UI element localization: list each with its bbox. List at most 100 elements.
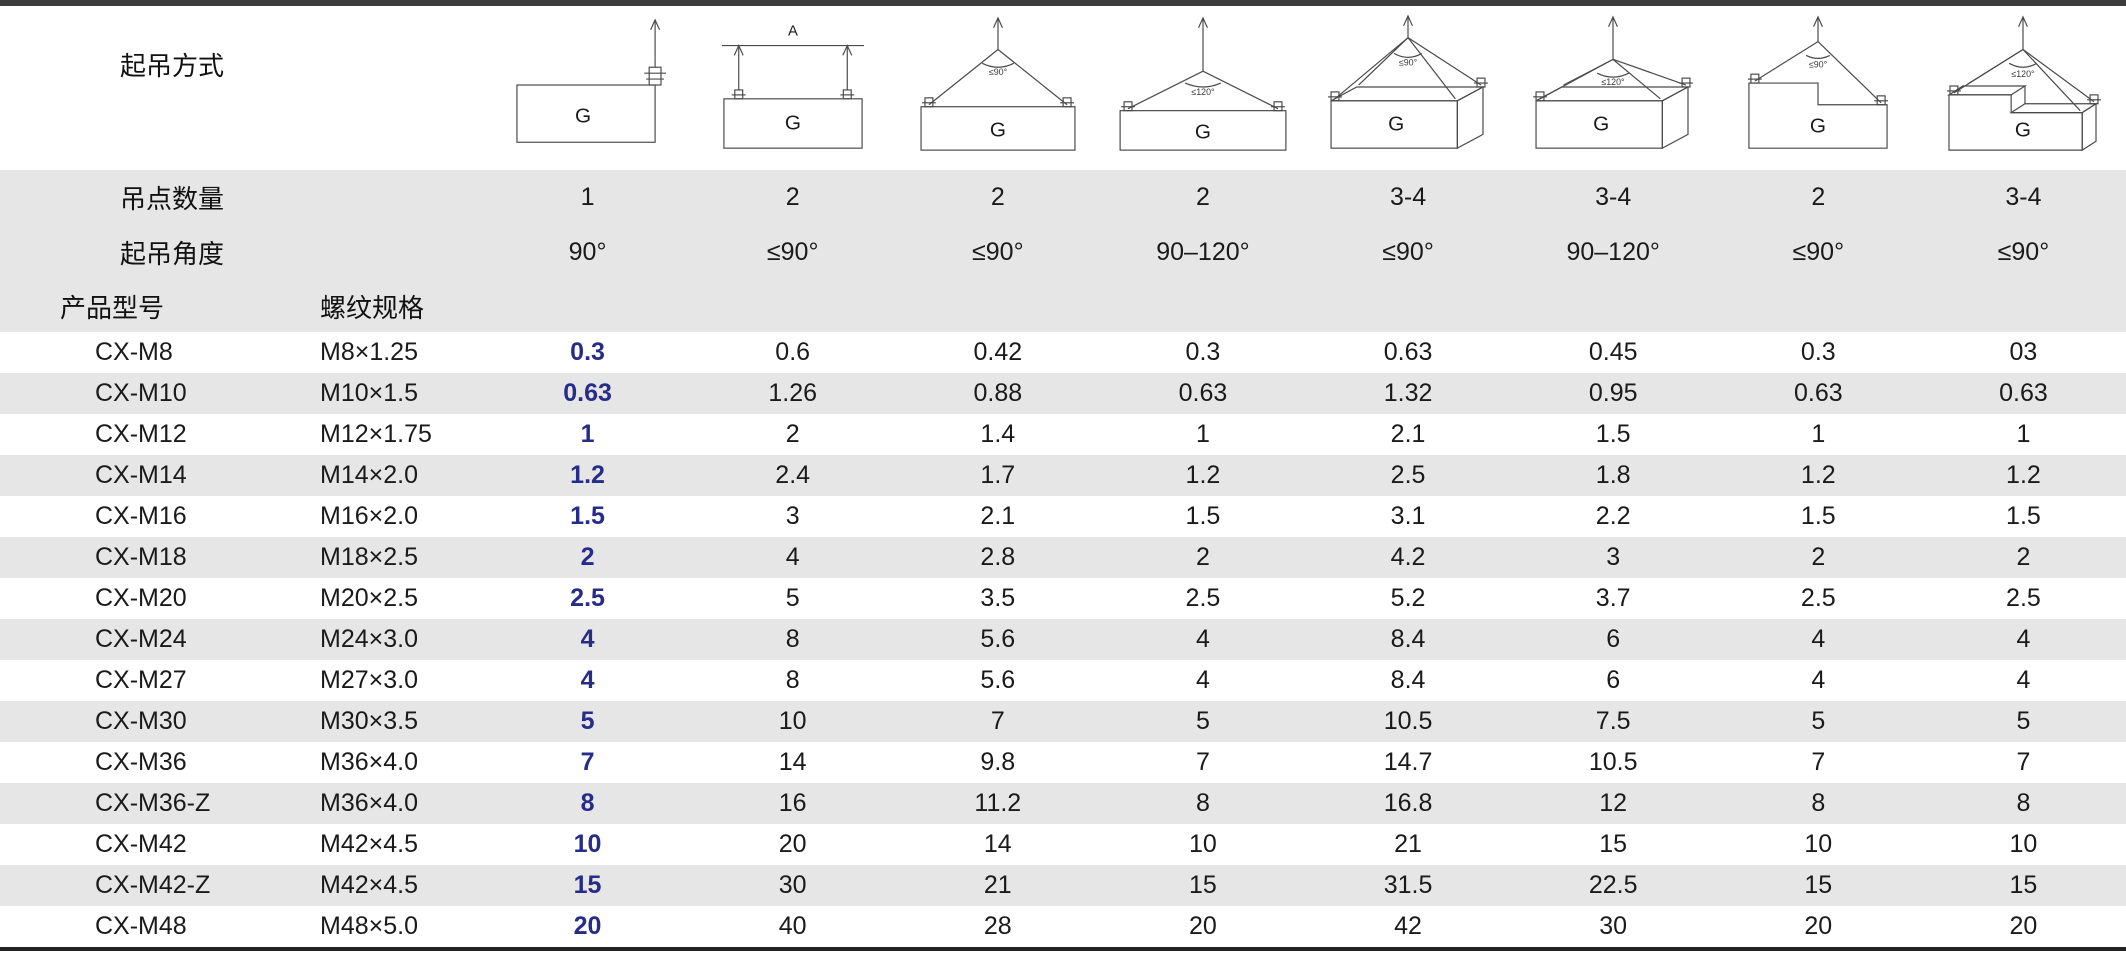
point-count-value: 3-4 <box>1595 182 1632 211</box>
thread-cell: M42×4.5 <box>320 830 418 858</box>
load-value-cell: 1.5 <box>1800 502 1836 530</box>
load-value-cell: 7 <box>2016 748 2031 776</box>
load-value-cell: 10.5 <box>1383 707 1433 735</box>
load-value-cell: 20 <box>573 912 602 940</box>
bottom-border <box>0 947 2126 951</box>
thread-cell: M48×5.0 <box>320 912 418 940</box>
point-count-value: 3-4 <box>2005 182 2042 211</box>
load-value-cell: 0.95 <box>1588 379 1638 407</box>
load-value-cell: 0.63 <box>563 379 612 407</box>
load-value-cell: 1.26 <box>768 379 818 407</box>
lift-angle-value: 90–120° <box>1156 237 1250 266</box>
load-value-cell: 4 <box>580 625 595 653</box>
point-count-value: 2 <box>1811 182 1826 211</box>
model-cell: CX-M8 <box>95 338 173 366</box>
table-row: CX-M14 M14×2.0 1.2 2.4 1.7 1.2 2.5 1.8 1.2 1.2 <box>0 455 2126 496</box>
load-value-cell: 28 <box>983 912 1012 940</box>
load-value-cell: 03 <box>2009 338 2038 366</box>
load-value-cell: 1.2 <box>2006 461 2041 489</box>
lift-angle-value: ≤90° <box>1792 237 1845 266</box>
load-value-cell: 4 <box>580 666 595 694</box>
diagram-cell: G ≤120° <box>1100 6 1305 160</box>
load-value-cell: 20 <box>1189 912 1217 940</box>
load-value-cell: 30 <box>778 871 807 899</box>
table-body: CX-M8 M8×1.25 0.3 0.6 0.42 0.3 0.63 0.45 0.3 03 CX… <box>0 332 2126 947</box>
load-value-cell: 0.3 <box>1800 338 1836 366</box>
thread-cell: M14×2.0 <box>320 461 418 489</box>
diagram-four-point-box-90-icon: G ≤90° <box>1328 14 1488 150</box>
lift-angle-value: ≤90° <box>1997 237 2050 266</box>
load-value-cell: 5.6 <box>980 666 1016 694</box>
model-cell: CX-M42-Z <box>95 871 211 899</box>
lift-angle-value: 90–120° <box>1566 237 1660 266</box>
load-value-cell: 7 <box>580 748 595 776</box>
load-value-cell: 5 <box>1811 707 1826 735</box>
load-value-cell: 0.42 <box>973 338 1023 366</box>
table-row: CX-M20 M20×2.5 2.5 5 3.5 2.5 5.2 3.7 2.5 2.5 <box>0 578 2126 619</box>
load-value-cell: 10 <box>1804 830 1833 858</box>
load-value-cell: 0.63 <box>1178 379 1228 407</box>
load-value-cell: 0.6 <box>775 338 811 366</box>
load-value-cell: 8 <box>580 789 595 817</box>
load-value-cell: 2 <box>580 543 595 571</box>
load-value-cell: 4.2 <box>1390 543 1426 571</box>
thread-cell: M30×3.5 <box>320 707 418 735</box>
thread-cell: M12×1.75 <box>320 420 432 448</box>
load-value-cell: 4 <box>1195 625 1210 653</box>
load-value-cell: 14 <box>778 748 807 776</box>
svg-text:≤120°: ≤120° <box>1191 87 1215 97</box>
point-count-value: 3-4 <box>1389 182 1427 211</box>
thread-cell: M8×1.25 <box>320 338 418 366</box>
model-cell: CX-M30 <box>95 707 187 735</box>
svg-text:≤90°: ≤90° <box>989 67 1008 77</box>
load-value-cell: 30 <box>1599 912 1628 940</box>
lift-angle-value: ≤90° <box>972 237 1024 266</box>
load-value-cell: 5 <box>2016 707 2031 735</box>
load-value-cell: 5.6 <box>980 625 1016 653</box>
model-cell: CX-M36 <box>95 748 187 776</box>
load-value-cell: 8 <box>2016 789 2031 817</box>
table-row: CX-M42-Z M42×4.5 15 30 21 15 31.5 22.5 15 15 <box>0 865 2126 906</box>
table-row: CX-M8 M8×1.25 0.3 0.6 0.42 0.3 0.63 0.45 0.3 03 <box>0 332 2126 373</box>
table-row: CX-M18 M18×2.5 2 4 2.8 2 4.2 3 2 2 <box>0 537 2126 578</box>
model-cell: CX-M10 <box>95 379 187 407</box>
load-value-cell: 1 <box>580 420 595 448</box>
load-value-cell: 2 <box>1195 543 1210 571</box>
load-value-cell: 0.45 <box>1588 338 1638 366</box>
load-value-cell: 42 <box>1394 912 1422 940</box>
model-cell: CX-M12 <box>95 420 187 448</box>
load-value-cell: 0.63 <box>1383 338 1433 366</box>
table-row: CX-M42 M42×4.5 10 20 14 10 21 15 10 10 <box>0 824 2126 865</box>
svg-text:G: G <box>1810 114 1826 137</box>
load-value-cell: 8.4 <box>1390 625 1426 653</box>
thread-cell: M36×4.0 <box>320 789 418 817</box>
load-value-cell: 6 <box>1606 666 1621 694</box>
load-value-cell: 8 <box>1195 789 1210 817</box>
point-count-value: 2 <box>990 182 1005 211</box>
load-value-cell: 21 <box>983 871 1012 899</box>
load-value-cell: 15 <box>1804 871 1833 899</box>
load-value-cell: 2 <box>2016 543 2031 571</box>
point-count-value: 2 <box>785 182 800 211</box>
thread-cell: M24×3.0 <box>320 625 418 653</box>
load-value-cell: 7 <box>990 707 1005 735</box>
load-value-cell: 5 <box>785 584 800 612</box>
load-value-cell: 2.2 <box>1595 502 1631 530</box>
load-value-cell: 3.1 <box>1390 502 1426 530</box>
lift-angle-label: 起吊角度 <box>120 238 225 269</box>
svg-text:≤90°: ≤90° <box>1399 57 1418 67</box>
load-value-cell: 1.5 <box>570 502 605 530</box>
diagram-two-point-sling-90-icon: G ≤90° <box>920 16 1076 151</box>
load-value-cell: 2.5 <box>2006 584 2041 612</box>
svg-text:G: G <box>1593 112 1609 135</box>
load-value-cell: 6 <box>1606 625 1621 653</box>
load-value-cell: 10.5 <box>1588 748 1638 776</box>
svg-text:≤120°: ≤120° <box>2012 69 2036 79</box>
point-count-label: 吊点数量 <box>120 183 225 214</box>
column-header-row: 产品型号 螺纹规格 <box>0 280 2126 332</box>
table-row: CX-M48 M48×5.0 20 40 28 20 42 30 20 20 <box>0 906 2126 947</box>
table-row: CX-M12 M12×1.75 1 2 1.4 1 2.1 1.5 1 1 <box>0 414 2126 455</box>
thread-cell: M20×2.5 <box>320 584 418 612</box>
thread-cell: M36×4.0 <box>320 748 418 776</box>
